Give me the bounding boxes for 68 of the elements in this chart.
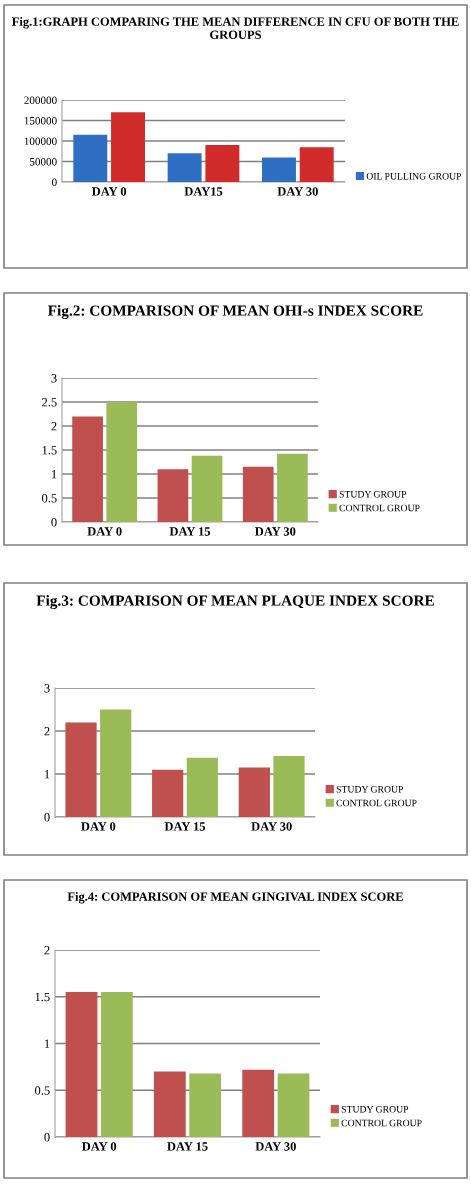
bar: [238, 767, 270, 817]
y-tick-label: 0: [44, 1133, 50, 1142]
y-tick-label: 1: [44, 770, 50, 779]
y-tick-label: 0: [51, 518, 57, 527]
y-tick-label: 200000: [24, 96, 57, 104]
chart-title: Fig.2: COMPARISON OF MEAN OHI-s INDEX SCORE: [47, 305, 423, 319]
y-tick-label: 3: [44, 684, 50, 693]
bar: [186, 757, 218, 817]
y-tick-label: 2: [51, 422, 57, 431]
bar: [157, 469, 189, 522]
bar: [191, 455, 223, 522]
x-tick-label: DAY 0: [81, 822, 116, 831]
y-tick-label: 0: [44, 813, 50, 822]
y-tick-label: 150000: [24, 116, 57, 125]
x-tick-label: DAY 30: [255, 527, 296, 536]
bar: [167, 153, 202, 182]
legend-label: STUDY GROUP: [339, 491, 407, 498]
bar: [106, 402, 138, 522]
x-tick-label: DAY 30: [255, 1142, 296, 1151]
y-tick-label: 1: [51, 470, 57, 479]
y-tick-label: 100000: [24, 137, 57, 145]
y-tick-label: 2: [44, 727, 50, 736]
chart-title: Fig.4: COMPARISON OF MEAN GINGIVAL INDEX SCORE: [67, 892, 403, 904]
y-tick-label: 1: [44, 1039, 50, 1048]
legend-label: OIL PULLING GROUP: [366, 172, 462, 180]
x-tick-label: DAY15: [184, 187, 223, 196]
x-tick-label: DAY 0: [91, 187, 127, 196]
y-tick-label: 0.5: [41, 494, 57, 503]
bar: [111, 112, 146, 182]
bar: [189, 1073, 222, 1137]
y-tick-label: 2: [44, 946, 50, 955]
bar: [72, 416, 103, 522]
y-tick-label: 1.5: [35, 992, 50, 1002]
bar: [242, 1069, 275, 1137]
y-tick-label: 50000: [30, 157, 57, 166]
y-tick-label: 2.5: [42, 398, 57, 407]
x-tick-label: DAY 15: [164, 822, 206, 831]
bar: [277, 1073, 310, 1137]
bar: [65, 722, 97, 817]
bar: [242, 466, 274, 522]
y-tick-label: 3: [51, 374, 57, 383]
bar: [100, 992, 133, 1137]
y-tick-label: 0.5: [34, 1086, 50, 1095]
y-tick-label: 1.5: [42, 446, 57, 455]
bar: [299, 147, 334, 182]
bar: [100, 709, 132, 817]
legend-label: CONTROL GROUP: [339, 504, 420, 512]
bar: [273, 755, 305, 817]
x-tick-label: DAY 0: [81, 1142, 117, 1151]
bar: [261, 157, 296, 182]
bar: [153, 1071, 186, 1137]
legend-label: STUDY GROUP: [341, 1106, 409, 1113]
bar: [277, 453, 308, 522]
x-tick-label: DAY 15: [167, 1142, 208, 1151]
y-tick-label: 0: [52, 178, 57, 186]
x-tick-label: DAY 15: [169, 527, 211, 536]
x-tick-label: DAY 30: [277, 187, 318, 196]
legend-label: STUDY GROUP: [336, 786, 404, 793]
chart-title: Fig.3: COMPARISON OF MEAN PLAQUE INDEX SCORE: [36, 595, 434, 609]
x-tick-label: DAY 0: [87, 527, 122, 536]
bar: [152, 769, 184, 817]
chart-title: Fig.1:GRAPH COMPARING THE MEAN DIFFERENCE IN CFU OF BOTH THE GROUPS: [11, 17, 459, 39]
bar: [73, 134, 108, 182]
bar: [205, 145, 240, 182]
legend-label: CONTROL GROUP: [336, 799, 417, 807]
bar: [65, 992, 98, 1137]
x-tick-label: DAY 30: [251, 822, 292, 831]
legend-label: CONTROL GROUP: [341, 1119, 422, 1127]
